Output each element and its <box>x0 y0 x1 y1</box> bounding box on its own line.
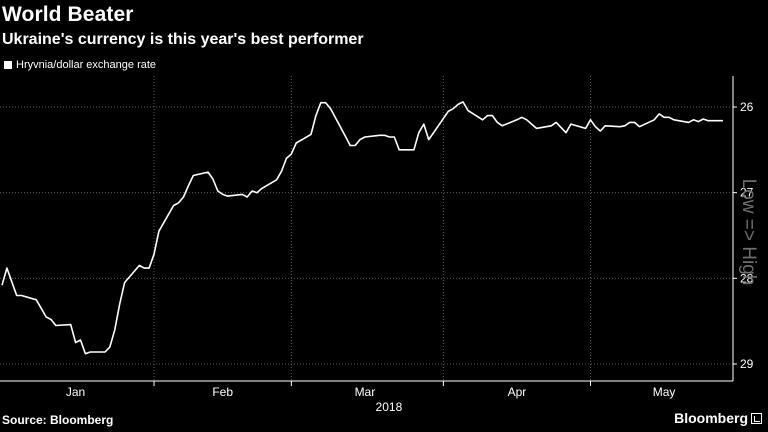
series-layer <box>1 101 723 355</box>
legend-swatch <box>4 61 12 69</box>
x-tick-label: Apr <box>508 385 527 399</box>
chart-subtitle: Ukraine's currency is this year's best p… <box>2 31 364 48</box>
x-axis-label: 2018 <box>376 400 403 414</box>
x-tick-label: May <box>653 385 676 399</box>
tick-labels: 26 27 28 29 Jan Feb Mar Apr May 2018 Low => High <box>66 100 759 414</box>
x-tick-label: Jan <box>66 385 85 399</box>
y-tick-label: 29 <box>740 357 754 371</box>
y-direction-annotation: Low => High <box>738 179 759 286</box>
y-tick-label: 27 <box>740 186 754 200</box>
chart-title: World Beater <box>2 3 134 26</box>
legend-label: Hryvnia/dollar exchange rate <box>16 59 157 71</box>
series-line-hryvnia <box>1 101 723 355</box>
y-tick-label: 26 <box>740 100 754 114</box>
x-tick-label: Feb <box>212 385 233 399</box>
brand-chart-icon <box>751 412 762 424</box>
brand-logo: Bloomberg <box>674 410 762 426</box>
x-tick-label: Mar <box>355 385 376 399</box>
source-note: Source: Bloomberg <box>2 413 114 427</box>
axes <box>0 76 737 386</box>
y-tick-label: 28 <box>740 271 754 285</box>
grid <box>0 76 733 381</box>
brand-text: Bloomberg <box>674 410 748 426</box>
legend: Hryvnia/dollar exchange rate <box>4 59 156 71</box>
